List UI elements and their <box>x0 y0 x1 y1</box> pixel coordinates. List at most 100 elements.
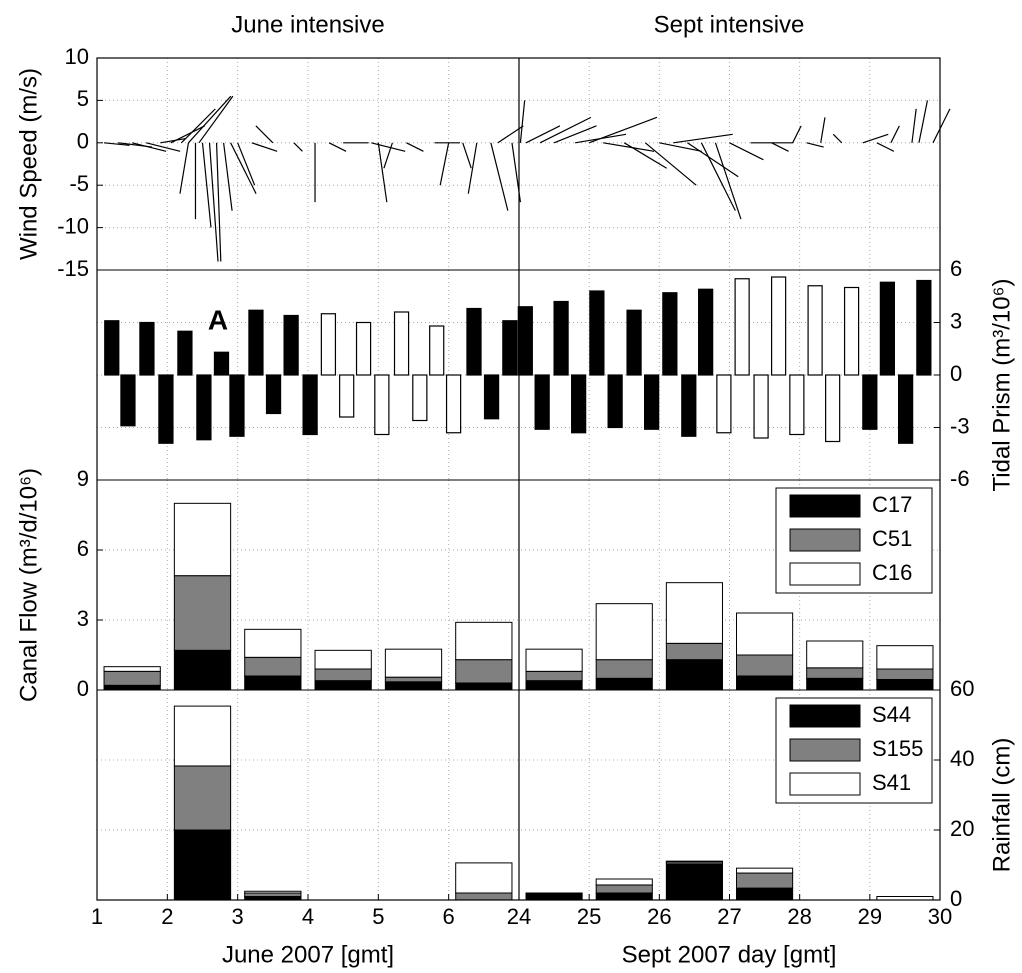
bar <box>534 374 550 430</box>
column-title: Sept intensive <box>654 11 805 38</box>
bar-segment <box>736 867 794 874</box>
wind-stick <box>132 142 167 152</box>
bar-segment <box>173 705 232 767</box>
x-tick-label: 1 <box>91 904 103 929</box>
wind-stick <box>223 142 233 211</box>
wind-stick <box>180 108 216 144</box>
bar <box>213 351 230 376</box>
bar-segment <box>736 675 794 691</box>
bar <box>466 307 482 376</box>
wind-stick <box>932 108 951 144</box>
bar <box>879 281 895 376</box>
wind-stick <box>806 142 824 148</box>
y-tick-label: 3 <box>950 308 962 333</box>
bar-segment <box>595 878 653 886</box>
wind-stick <box>208 142 219 262</box>
y-tick-label: 0 <box>77 129 89 154</box>
bar <box>302 374 318 436</box>
bar-segment <box>103 670 161 686</box>
wind-stick <box>377 142 388 203</box>
wind-stick <box>371 142 406 152</box>
wind-stick <box>215 142 222 262</box>
wind-stick <box>293 142 303 152</box>
bar-segment <box>173 575 232 651</box>
y-tick-label: -6 <box>950 466 970 491</box>
wind-stick <box>862 133 889 144</box>
wind-stick <box>383 142 393 169</box>
y-tick-label: 6 <box>950 256 962 281</box>
bar <box>283 314 299 376</box>
x-tick-label: 30 <box>928 904 952 929</box>
bar-segment <box>806 640 864 669</box>
bar-segment <box>806 667 864 679</box>
wind-stick <box>832 133 843 144</box>
bar-segment <box>665 659 723 691</box>
bar-segment <box>173 649 232 691</box>
y-tick-label: -5 <box>69 171 89 196</box>
wind-stick <box>146 142 181 152</box>
legend-label: S155 <box>872 736 923 761</box>
wind-stick <box>328 142 347 152</box>
y-tick-label: 6 <box>77 536 89 561</box>
legend-swatch <box>789 562 861 586</box>
y-tick-label: 20 <box>950 816 974 841</box>
legend-swatch <box>789 494 861 518</box>
bar-segment <box>244 675 302 691</box>
wind-stick <box>700 142 736 211</box>
x-tick-label: 5 <box>372 904 384 929</box>
wind-stick <box>170 125 206 144</box>
bar <box>158 374 174 444</box>
bar-segment <box>244 892 302 897</box>
bar-segment <box>455 621 513 661</box>
bar <box>339 374 355 418</box>
bar <box>898 374 914 444</box>
x-tick-label: 27 <box>717 904 741 929</box>
bar <box>139 321 155 376</box>
bar <box>393 311 410 376</box>
bar-segment <box>173 502 232 577</box>
bar-segment <box>595 892 653 901</box>
y-tick-label: -10 <box>57 213 89 238</box>
legend-label: C17 <box>872 492 912 517</box>
wind-stick <box>160 137 186 144</box>
y-tick-label: -15 <box>57 256 89 281</box>
bar-segment <box>525 670 583 682</box>
bar <box>104 320 120 376</box>
bar <box>355 321 372 376</box>
bar <box>177 330 193 376</box>
bar-segment <box>876 679 934 691</box>
y-tick-label: 0 <box>77 676 89 701</box>
wind-stick <box>792 125 802 144</box>
bar-segment <box>525 680 583 691</box>
bar <box>753 374 769 439</box>
y-tick-label: 0 <box>950 886 962 911</box>
wind-stick <box>687 142 739 178</box>
wind-stick <box>439 142 450 186</box>
wind-stick <box>918 100 929 143</box>
wind-stick <box>588 116 658 144</box>
wind-stick <box>771 142 789 152</box>
bar-segment <box>384 648 443 678</box>
legend-label: C16 <box>872 560 912 585</box>
bar-segment <box>665 863 723 901</box>
bar-segment <box>665 642 723 661</box>
x-axis-label: June 2007 [gmt] <box>222 941 394 968</box>
x-tick-label: 4 <box>302 904 314 929</box>
bar-segment <box>455 682 513 691</box>
bar <box>571 374 587 434</box>
annotation: A <box>208 304 228 335</box>
wind-stick <box>251 142 278 152</box>
x-tick-label: 25 <box>577 904 601 929</box>
bar-segment <box>736 654 794 677</box>
bar-segment <box>314 668 372 682</box>
bar-segment <box>244 656 302 677</box>
wind-stick <box>406 142 424 152</box>
bar-segment <box>384 681 443 691</box>
bar-segment <box>595 884 653 894</box>
wind-stick <box>876 142 895 152</box>
bar <box>412 374 428 422</box>
wind-stick <box>490 142 509 211</box>
y-axis-label: Tidal Prism (m³/10⁶) <box>988 279 1015 492</box>
wind-stick <box>673 133 733 144</box>
bar-segment <box>595 677 653 691</box>
